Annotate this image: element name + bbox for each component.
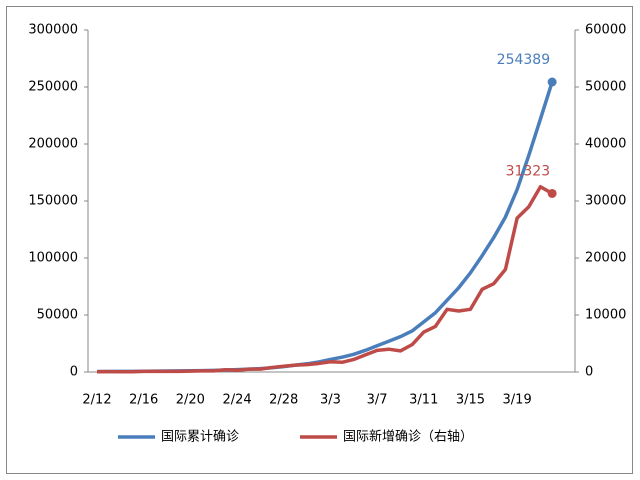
y2-tick-label: 20000	[585, 251, 626, 266]
y2-tick-label: 10000	[585, 308, 626, 323]
y-tick-label: 150000	[28, 194, 78, 209]
data-label: 31323	[506, 163, 551, 179]
x-tick-label: 3/7	[367, 393, 388, 408]
x-tick-label: 2/20	[176, 393, 205, 408]
y2-tick-label: 60000	[585, 23, 626, 38]
data-label: 254389	[497, 52, 550, 68]
x-tick-label: 3/3	[320, 393, 341, 408]
y2-tick-label: 50000	[585, 80, 626, 95]
end-marker	[547, 77, 557, 87]
x-tick-label: 2/16	[129, 393, 158, 408]
legend-label: 国际累计确诊	[161, 430, 239, 445]
y-tick-label: 50000	[37, 308, 78, 323]
y-tick-label: 250000	[28, 80, 78, 95]
y-tick-label: 0	[70, 365, 78, 380]
chart-frame	[6, 6, 633, 474]
x-tick-label: 3/19	[503, 393, 532, 408]
x-tick-label: 2/12	[82, 393, 111, 408]
x-tick-label: 3/15	[456, 393, 485, 408]
y-tick-label: 100000	[28, 251, 78, 266]
end-marker	[547, 188, 557, 198]
x-tick-label: 2/24	[222, 393, 251, 408]
y2-tick-label: 40000	[585, 137, 626, 152]
x-tick-label: 2/28	[269, 393, 298, 408]
legend-label: 国际新增确诊（右轴）	[343, 429, 473, 445]
y-tick-label: 200000	[28, 137, 78, 152]
y-tick-label: 300000	[28, 23, 78, 38]
series-line	[96, 185, 554, 374]
y2-tick-label: 30000	[585, 194, 626, 209]
y2-tick-label: 0	[585, 365, 593, 380]
x-tick-label: 3/11	[409, 393, 438, 408]
